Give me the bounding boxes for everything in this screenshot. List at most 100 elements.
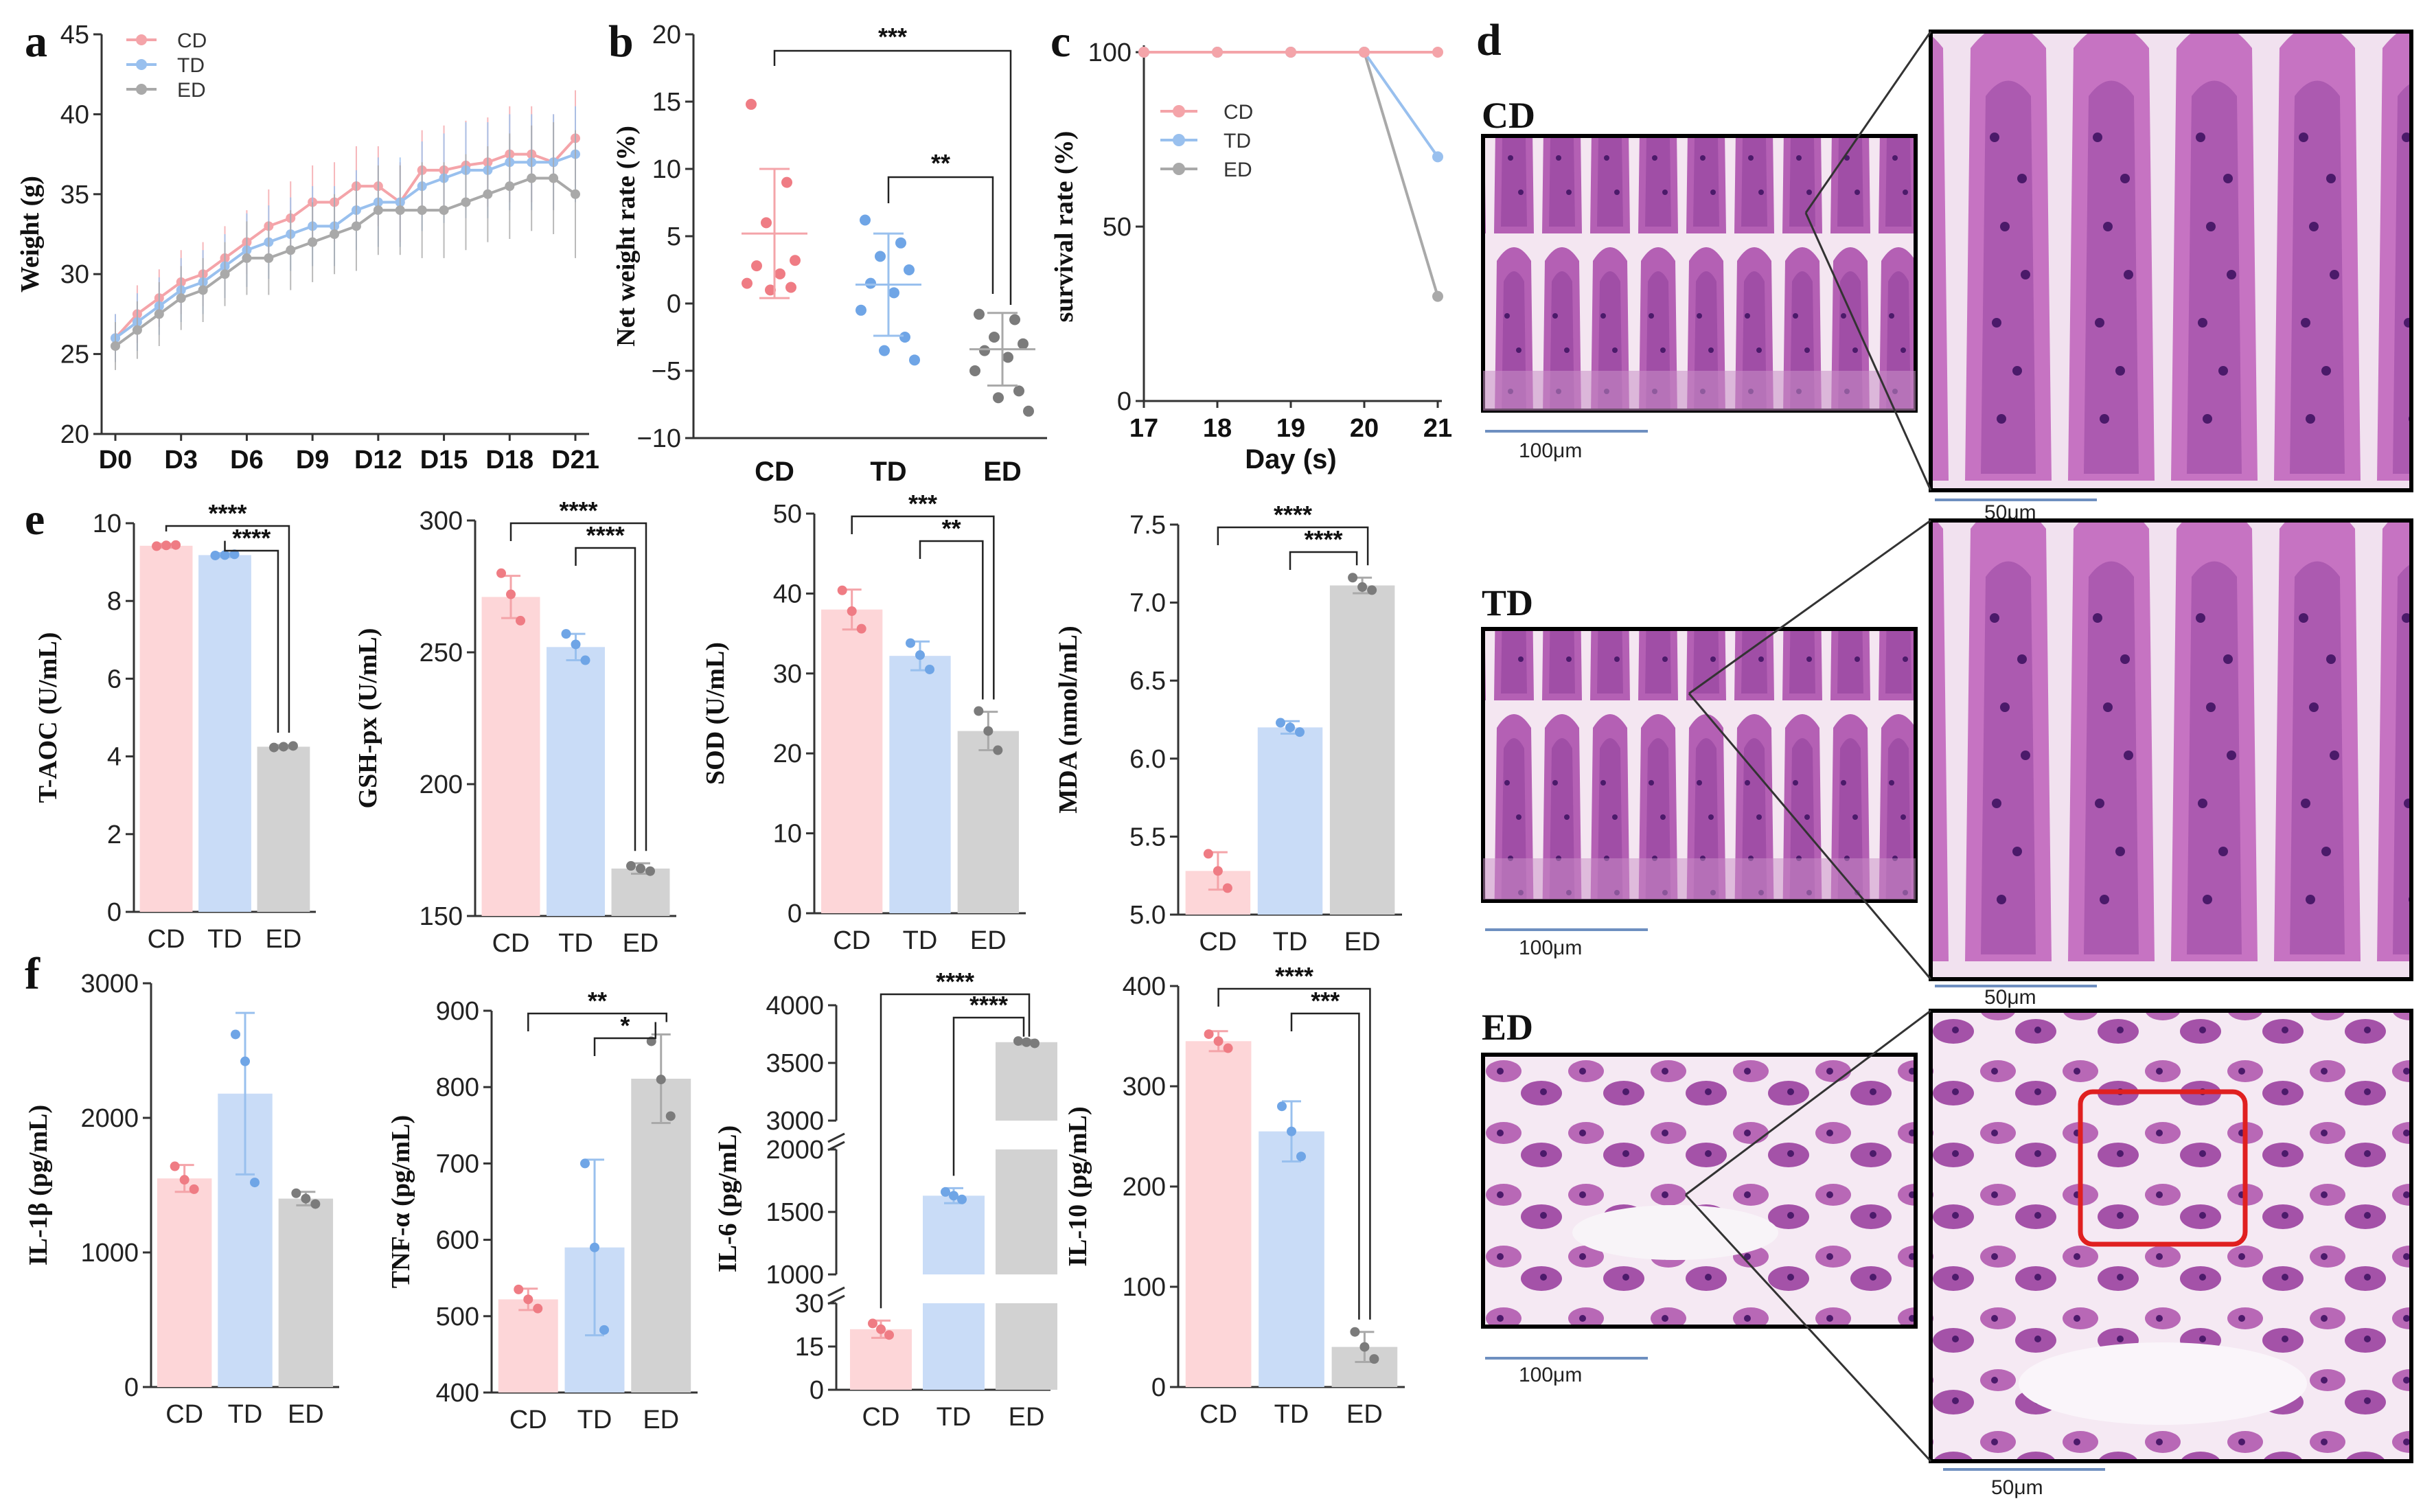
data-point-td [580, 1158, 590, 1169]
y-tick-label: 40 [60, 100, 89, 129]
data-point-ed [1030, 1038, 1040, 1049]
y-axis-label: SOD (U/mL) [701, 642, 730, 785]
significance-label: ** [942, 514, 961, 542]
y-tick-label: 0 [667, 290, 681, 319]
data-point-ed [278, 742, 288, 752]
data-point-td [957, 1194, 967, 1204]
x-tick-label: TD [1274, 1400, 1309, 1429]
y-axis-label: TNF-α (pg/mL) [387, 1115, 415, 1288]
bar-cd [498, 1299, 558, 1393]
data-point-cd [1223, 1043, 1233, 1053]
legend-marker-td [136, 59, 147, 70]
data-point-cd [774, 268, 785, 279]
y-axis-label: IL-6 (pg/mL) [713, 1125, 742, 1272]
x-tick-label: ED [266, 925, 302, 954]
y-tick-label: 10 [773, 820, 802, 849]
y-tick-label: 5.0 [1129, 901, 1166, 930]
y-tick-label: 600 [436, 1226, 479, 1255]
bar-ed [1329, 585, 1395, 915]
data-point-cd [523, 1294, 533, 1305]
y-tick-label: −5 [652, 357, 681, 386]
x-tick-label: D6 [230, 446, 264, 474]
significance-bracket [165, 525, 290, 733]
bar-ed [996, 1303, 1057, 1390]
y-tick-label: 3000 [766, 1107, 824, 1136]
legend-marker-cd [136, 34, 147, 45]
x-tick-label: TD [903, 926, 938, 955]
y-tick-label: 10 [652, 155, 681, 184]
bar-td [923, 1195, 985, 1274]
significance-label: *** [908, 490, 937, 518]
il-10-bar-chart: 0 100 200 300 400 IL-10 (pg/mL) CD TD ED ******* [1064, 962, 1405, 1429]
bar-ed [631, 1078, 691, 1393]
data-point-ed [1009, 314, 1020, 325]
bar-ed [996, 1042, 1057, 1121]
data-point-cd [781, 176, 792, 188]
weight-line-chart: 20 25 30 35 40 45 D0 D3 D6 D9 D12 D15 D18 D21 Weight (… [16, 21, 599, 474]
data-point-ed [549, 173, 559, 183]
series-line-cd [114, 137, 577, 339]
y-tick-label: 10 [93, 509, 122, 538]
legend-label-td: TD [1224, 130, 1251, 152]
bar-ed [996, 1149, 1057, 1274]
histo-label-ed: ED [1482, 1007, 1533, 1048]
significance-bracket [1217, 987, 1371, 1320]
bar-ed [257, 746, 310, 912]
data-point-ed [330, 229, 340, 239]
data-point-ed [645, 866, 655, 876]
data-point-ed [310, 1199, 321, 1209]
legend-marker-cd [1173, 105, 1185, 117]
x-tick-label: CD [165, 1400, 203, 1429]
y-axis-label: Weight (g) [16, 176, 45, 293]
x-tick-label: TD [207, 925, 242, 954]
data-point-ed [308, 237, 318, 247]
x-tick-label: D9 [296, 446, 330, 474]
y-tick-label: 5.5 [1129, 823, 1166, 851]
data-point-ed [625, 861, 636, 871]
data-point-cd [837, 585, 847, 595]
data-point-td [875, 251, 886, 262]
x-axis-label: Day (s) [1245, 444, 1336, 474]
data-point-cd [1285, 47, 1296, 58]
data-point-td [879, 345, 890, 356]
y-tick-label: 20 [773, 740, 802, 768]
x-tick-label: ED [1009, 1403, 1045, 1432]
x-tick-label: ED [1344, 928, 1381, 957]
significance-label: **** [559, 496, 597, 525]
y-tick-label: 45 [60, 21, 89, 49]
y-tick-label: 30 [60, 260, 89, 289]
data-point-ed [1357, 582, 1368, 592]
data-point-td [906, 638, 915, 648]
y-tick-label: 100 [1088, 38, 1132, 67]
data-point-ed [268, 742, 279, 753]
histo-td-zoom-line-bottom [1688, 693, 1932, 980]
y-tick-label: 0 [1151, 1373, 1166, 1402]
y-axis-label: survival rate (%) [1050, 131, 1079, 323]
y-tick-label: 500 [436, 1303, 479, 1331]
data-point-cd [746, 98, 757, 110]
y-axis-label: GSH-px (U/mL) [354, 628, 382, 809]
data-point-td [925, 664, 934, 674]
y-tick-label: 200 [420, 770, 463, 799]
legend-marker-ed [1173, 163, 1185, 175]
y-tick-label: 20 [60, 420, 89, 449]
data-point-ed [1348, 573, 1358, 583]
data-point-ed [291, 1188, 301, 1198]
data-point-cd [170, 1161, 180, 1171]
significance-label: **** [1275, 962, 1313, 990]
data-point-ed [974, 308, 985, 320]
data-point-ed [242, 253, 252, 263]
data-point-ed [1023, 405, 1034, 417]
data-point-ed [1369, 1354, 1379, 1364]
x-tick-label: ED [970, 926, 1007, 955]
data-point-cd [1213, 1036, 1224, 1046]
significance-bracket [1217, 526, 1369, 566]
data-point-td [1276, 718, 1285, 728]
y-axis-label: IL-10 (pg/mL) [1064, 1106, 1092, 1266]
panel-letter-a: a [25, 16, 47, 67]
data-point-ed [1018, 338, 1029, 350]
x-tick-label: TD [1273, 928, 1308, 957]
data-point-cd [1213, 866, 1223, 876]
significance-bracket [1289, 551, 1358, 570]
